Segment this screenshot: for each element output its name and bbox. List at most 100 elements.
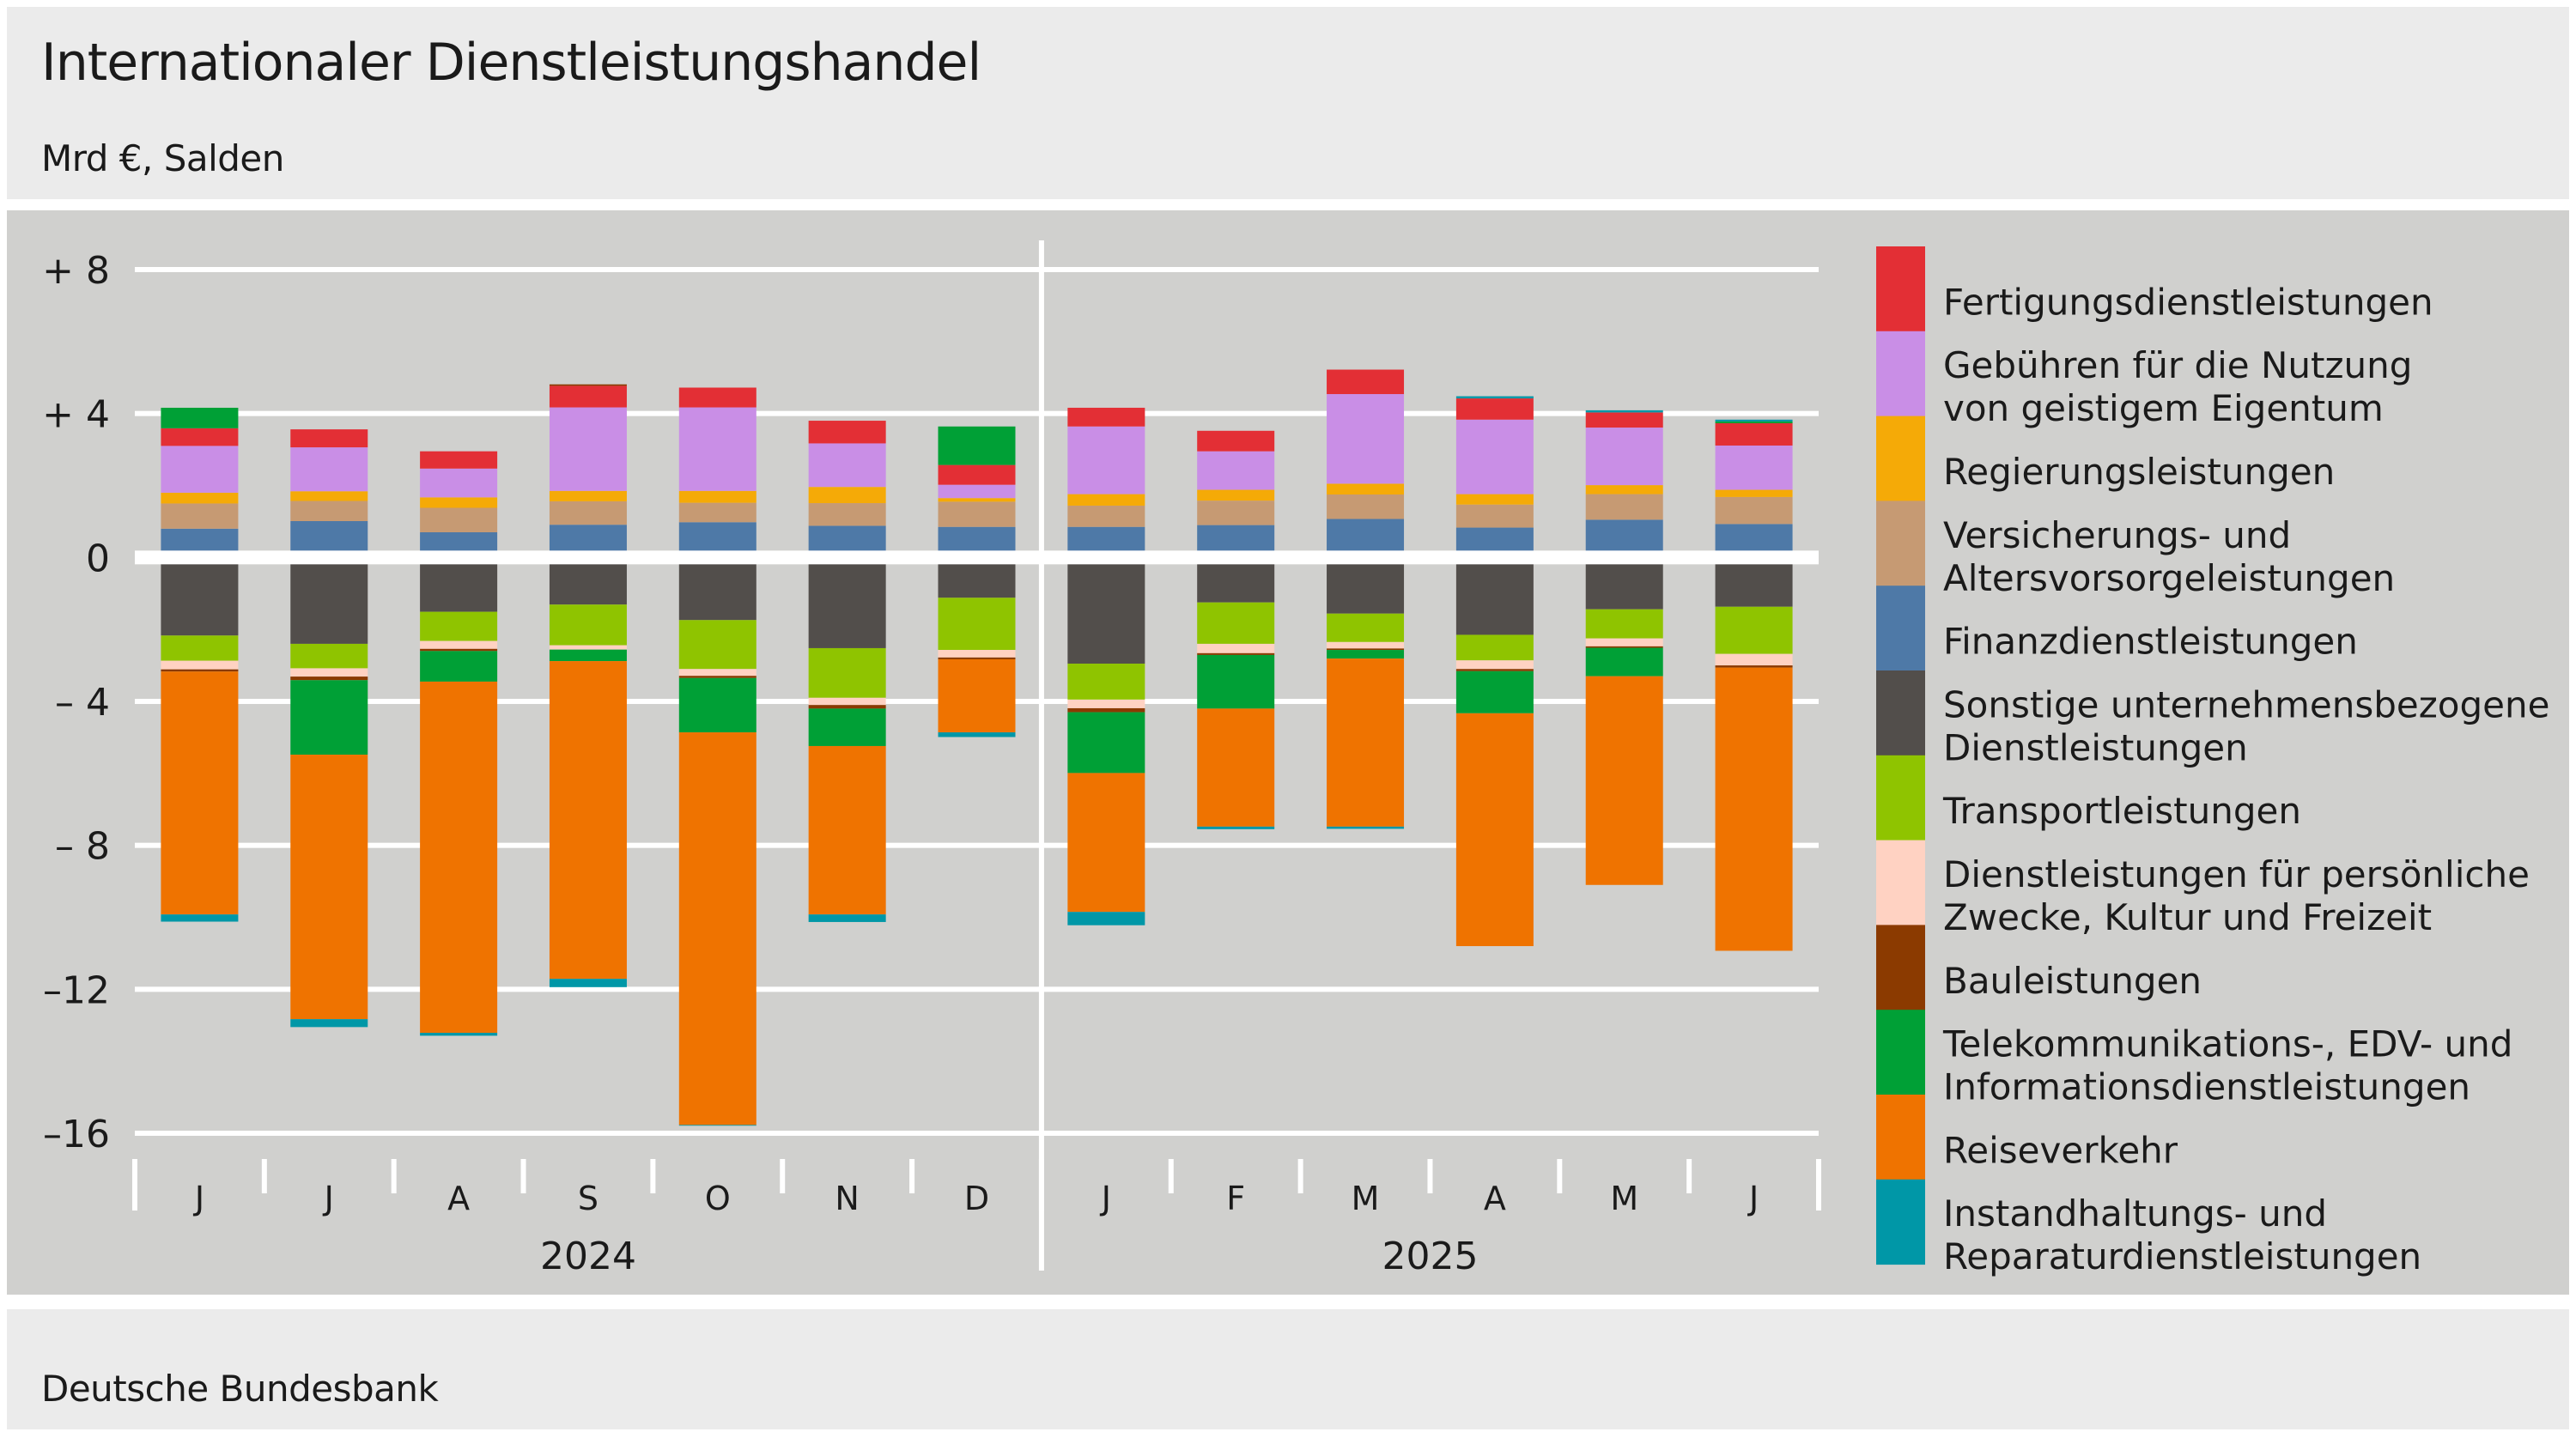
bar-segment	[1455, 396, 1534, 399]
bar-segment	[1067, 426, 1145, 495]
bar-stack-2024-10	[678, 387, 756, 1126]
bar-segment	[420, 648, 498, 652]
x-tick-label: N	[835, 1180, 859, 1217]
bar-segment	[1585, 410, 1663, 413]
legend-item: Telekommunikations-, EDV- undInformation…	[1876, 1010, 2512, 1108]
bar-segment	[549, 557, 627, 605]
x-tick-mark	[1816, 1159, 1821, 1211]
bar-segment	[1327, 648, 1405, 651]
bar-segment	[1585, 412, 1663, 428]
chart-subtitle: Mrd €, Salden	[41, 137, 284, 179]
year-divider	[1038, 240, 1044, 1271]
bar-segment	[1327, 658, 1405, 827]
bar-segment	[1197, 430, 1275, 452]
bar-segment	[938, 426, 1016, 465]
bar-segment	[808, 705, 886, 709]
bar-segment	[1715, 557, 1793, 607]
bar-segment	[1197, 654, 1275, 709]
x-tick-mark	[1427, 1159, 1433, 1193]
bar-stack-2025-01	[1067, 407, 1145, 925]
bar-segment	[808, 443, 886, 488]
bar-segment	[1715, 606, 1793, 654]
bar-stack-2025-05	[1585, 410, 1663, 885]
y-tick-label: –12	[43, 968, 110, 1012]
bar-segment	[549, 661, 627, 980]
gridline	[135, 986, 1819, 992]
bar-segment	[938, 501, 1016, 527]
x-tick-mark	[650, 1159, 656, 1193]
bar-segment	[1715, 667, 1793, 951]
legend-label: Fertigungsdienstleistungen	[1943, 281, 2433, 323]
bar-segment	[161, 492, 239, 504]
bar-segment	[1455, 504, 1534, 528]
x-tick-label: J	[1100, 1180, 1111, 1217]
legend-label: von geistigem Eigentum	[1943, 387, 2384, 429]
bar-segment	[1067, 494, 1145, 506]
gridline	[135, 267, 1819, 272]
legend-label: Reiseverkehr	[1943, 1129, 2178, 1171]
bar-segment	[420, 468, 498, 498]
y-tick-label: – 8	[55, 825, 110, 869]
bar-segment	[1715, 419, 1793, 422]
legend: Fertigungsdienstleistungen Gebühren für d…	[1876, 246, 2549, 1277]
bar-segment	[678, 676, 756, 678]
bar-segment	[549, 604, 627, 646]
bar-segment	[1455, 670, 1534, 713]
bar-segment	[1327, 650, 1405, 659]
bar-segment	[420, 497, 498, 508]
bar-segment	[1197, 708, 1275, 827]
legend-label: Finanzdienstleistungen	[1943, 621, 2358, 663]
bar-segment	[678, 677, 756, 733]
chart-title: Internationaler Dienstleistungshandel	[41, 33, 981, 93]
bar-segment	[1327, 613, 1405, 642]
bar-segment	[678, 407, 756, 491]
bar-segment	[549, 979, 627, 987]
bar-segment	[1327, 483, 1405, 495]
bar-segment	[808, 697, 886, 706]
bar-segment	[808, 557, 886, 648]
bar-segment	[1585, 647, 1663, 677]
bar-segment	[1715, 422, 1793, 446]
bar-segment	[1455, 634, 1534, 661]
x-tick-mark	[261, 1159, 267, 1193]
bar-stack-2025-04	[1455, 396, 1534, 947]
bar-segment	[549, 384, 627, 386]
legend-label: Zwecke, Kultur und Freizeit	[1943, 896, 2432, 938]
bar-segment	[1067, 707, 1145, 713]
bar-segment	[420, 651, 498, 682]
bar-segment	[808, 503, 886, 526]
legend-label: Reparaturdienstleistungen	[1943, 1235, 2421, 1277]
gridlines	[135, 240, 1819, 1271]
bar-segment	[938, 498, 1016, 502]
bar-segment	[161, 660, 239, 670]
bar-segment	[1585, 646, 1663, 648]
bar-segment	[1585, 638, 1663, 646]
bar-segment	[1585, 609, 1663, 639]
zero-line	[135, 550, 1819, 565]
bar-segment	[938, 657, 1016, 659]
bar-segment	[678, 490, 756, 503]
bar-segment	[808, 708, 886, 746]
bar-segment	[808, 421, 886, 444]
bar-segment	[1067, 505, 1145, 527]
bar-segment	[290, 680, 368, 755]
x-tick-label: A	[447, 1180, 470, 1217]
bar-segment	[1327, 494, 1405, 519]
source-label: Deutsche Bundesbank	[41, 1368, 439, 1410]
y-tick-label: + 4	[42, 393, 110, 437]
bar-segment	[678, 387, 756, 408]
legend-label: Versicherungs- und	[1943, 514, 2291, 556]
legend-label: Instandhaltungs- und	[1943, 1192, 2327, 1235]
x-tick-label: J	[193, 1180, 204, 1217]
bar-segment	[161, 428, 239, 446]
x-tick-mark	[520, 1159, 526, 1193]
legend-item: Regierungsleistungen	[1876, 416, 2335, 501]
legend-label: Bauleistungen	[1943, 960, 2202, 1002]
y-tick-label: – 4	[55, 681, 110, 725]
x-tick-mark	[909, 1159, 915, 1193]
year-label: 2024	[540, 1235, 636, 1278]
legend-item: Bauleistungen	[1876, 925, 2202, 1010]
bar-segment	[290, 429, 368, 448]
x-tick-label: M	[1352, 1180, 1380, 1217]
